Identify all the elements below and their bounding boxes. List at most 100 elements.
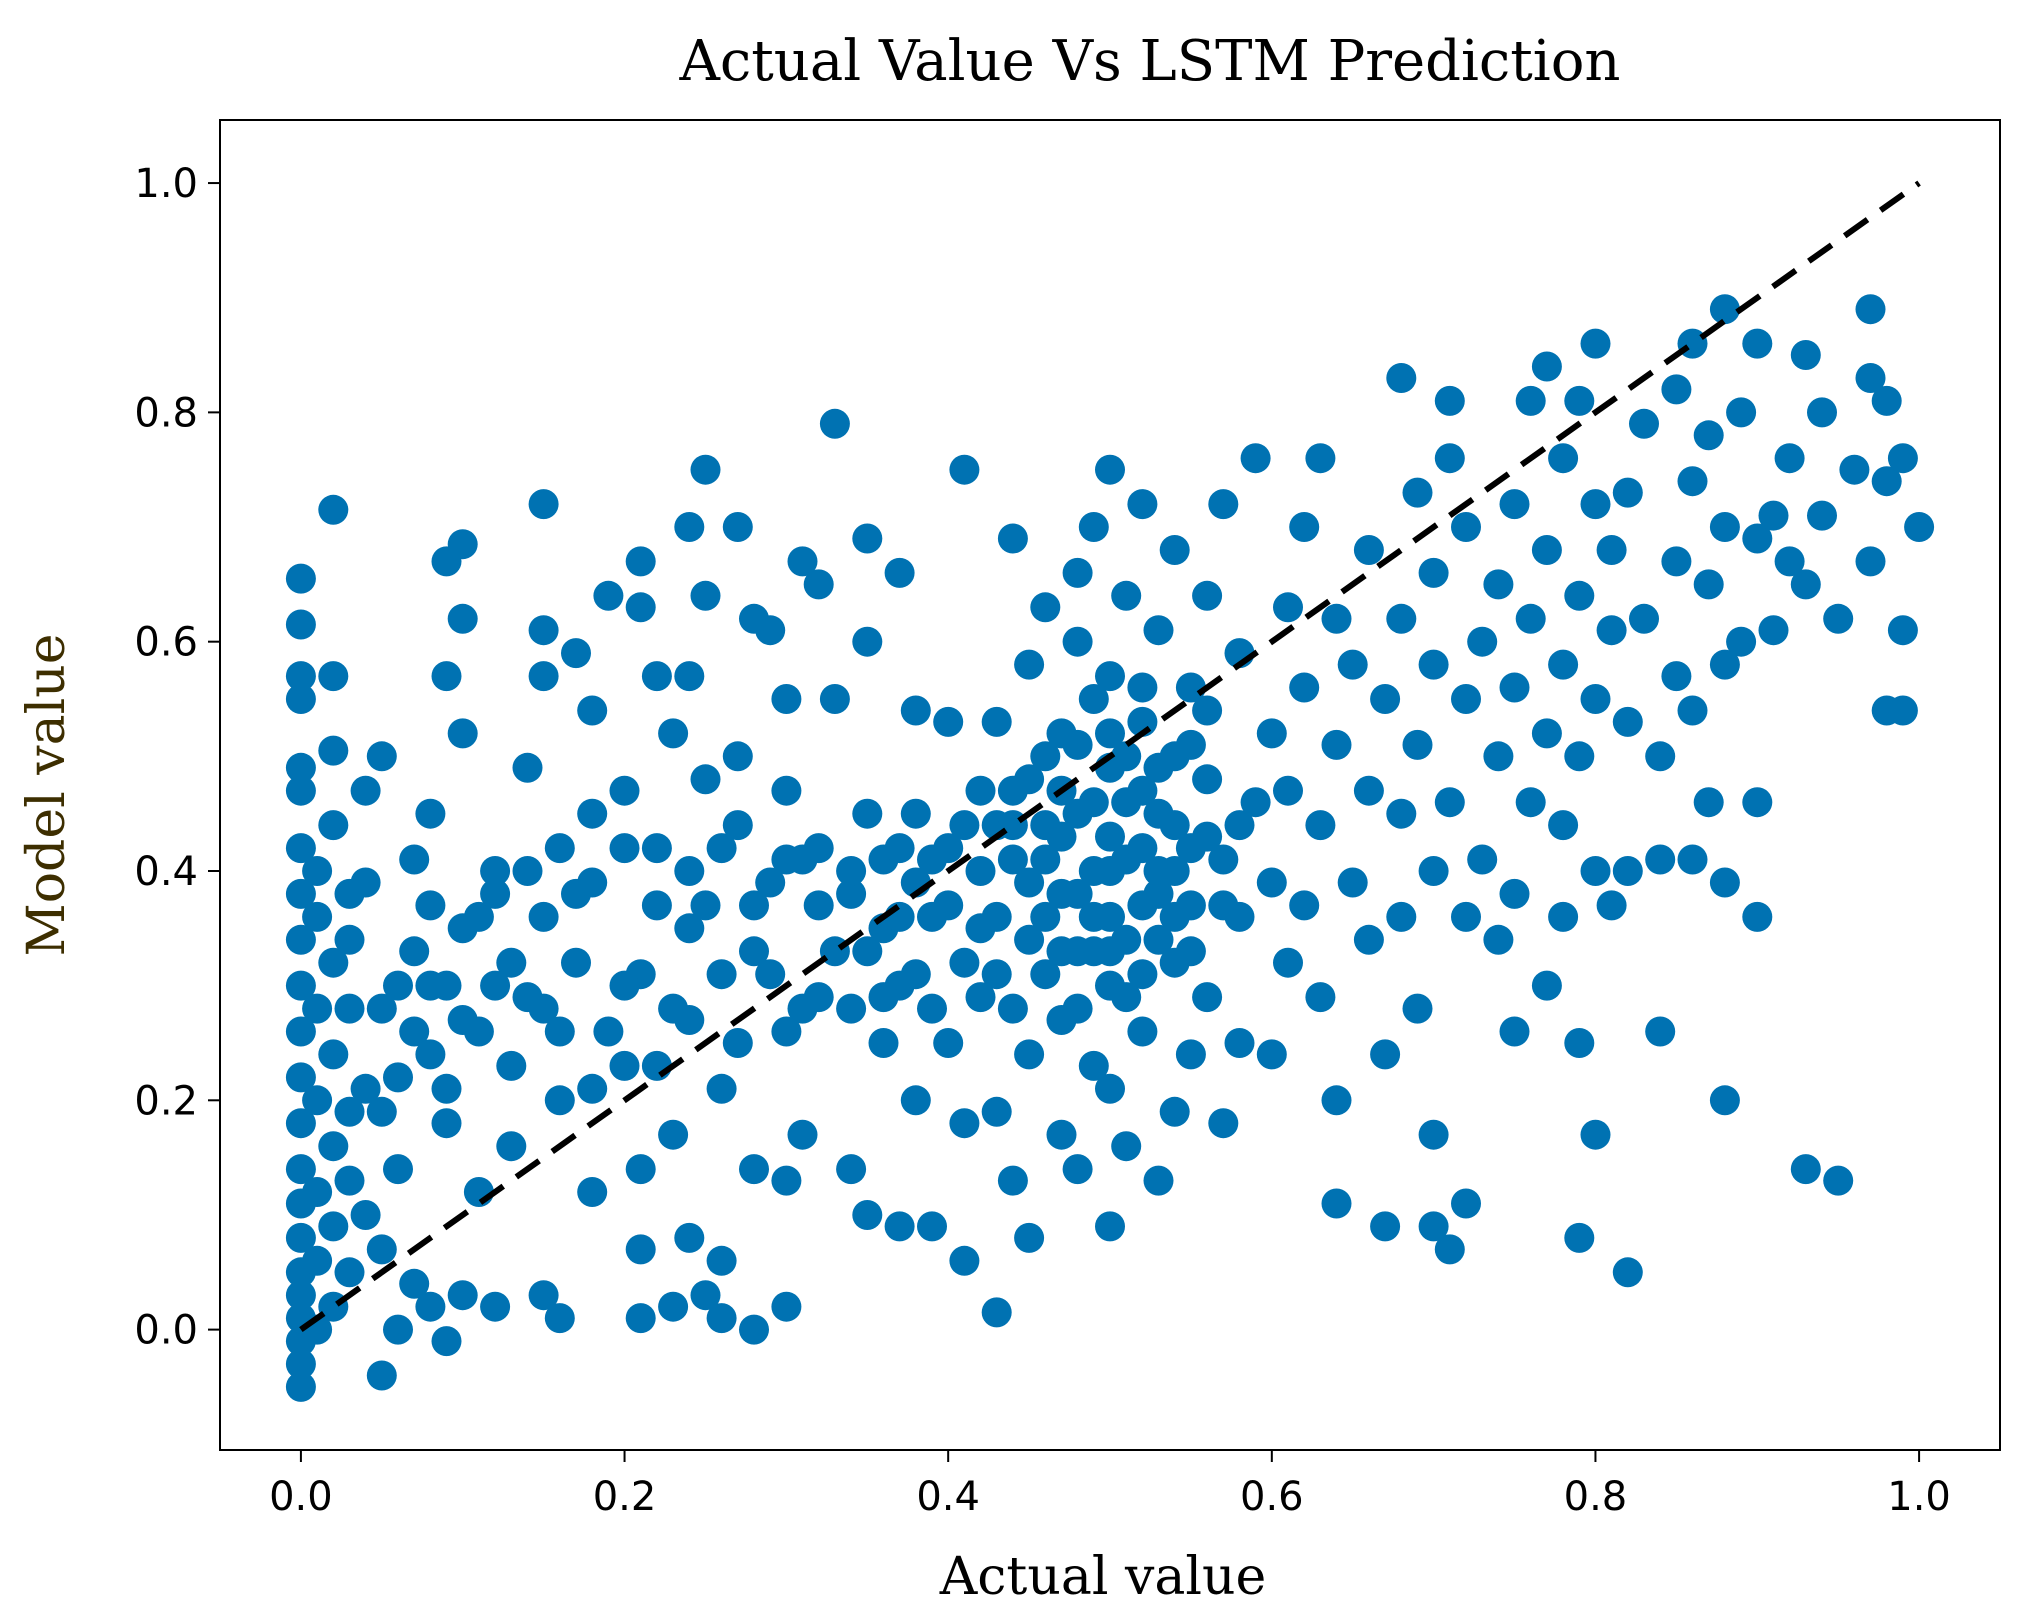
data-point-340 bbox=[1855, 546, 1886, 577]
data-point-245 bbox=[1386, 901, 1417, 932]
data-point-311 bbox=[1677, 695, 1708, 726]
data-point-361 bbox=[593, 1016, 624, 1047]
data-point-19 bbox=[285, 661, 316, 692]
data-point-252 bbox=[1418, 1211, 1449, 1242]
data-point-120 bbox=[771, 1016, 802, 1047]
data-point-128 bbox=[819, 684, 850, 714]
data-point-168 bbox=[1030, 959, 1061, 990]
data-point-381 bbox=[884, 901, 915, 932]
data-point-372 bbox=[415, 1039, 446, 1070]
data-point-291 bbox=[1580, 856, 1611, 886]
data-point-179 bbox=[1062, 557, 1093, 588]
data-point-238 bbox=[1337, 649, 1368, 680]
data-point-175 bbox=[1062, 1154, 1093, 1185]
data-point-437 bbox=[868, 982, 899, 1013]
data-point-93 bbox=[641, 661, 672, 692]
data-point-289 bbox=[1564, 385, 1595, 416]
data-point-290 bbox=[1580, 1119, 1611, 1150]
data-point-268 bbox=[1483, 741, 1514, 772]
data-point-296 bbox=[1596, 615, 1627, 646]
data-point-399 bbox=[1111, 787, 1142, 818]
data-point-133 bbox=[852, 798, 883, 829]
data-point-188 bbox=[1095, 821, 1125, 852]
data-point-250 bbox=[1402, 729, 1433, 760]
data-point-136 bbox=[868, 1028, 899, 1058]
data-point-288 bbox=[1564, 580, 1595, 611]
data-point-45 bbox=[366, 1234, 397, 1265]
data-point-10 bbox=[285, 1062, 316, 1093]
data-point-107 bbox=[706, 1245, 737, 1276]
data-point-51 bbox=[399, 844, 430, 875]
data-point-204 bbox=[1159, 1096, 1190, 1127]
data-point-253 bbox=[1418, 1119, 1449, 1150]
y-axis-label: Model value bbox=[17, 633, 77, 956]
data-point-220 bbox=[1240, 443, 1271, 474]
data-point-47 bbox=[366, 741, 397, 772]
data-point-222 bbox=[1256, 867, 1287, 898]
data-point-214 bbox=[1208, 1108, 1239, 1139]
y-tick-label: 0.8 bbox=[134, 390, 198, 436]
data-point-362 bbox=[577, 1073, 608, 1104]
data-point-180 bbox=[1078, 1050, 1109, 1081]
data-point-228 bbox=[1289, 672, 1320, 703]
data-point-111 bbox=[722, 512, 753, 542]
data-point-74 bbox=[528, 615, 559, 646]
data-point-116 bbox=[755, 867, 786, 898]
data-point-254 bbox=[1418, 856, 1449, 886]
data-point-81 bbox=[577, 798, 608, 829]
data-point-9 bbox=[285, 1108, 316, 1139]
y-tick-label: 1.0 bbox=[134, 161, 198, 207]
data-point-122 bbox=[771, 684, 802, 714]
data-point-423 bbox=[1078, 901, 1109, 932]
data-point-160 bbox=[997, 993, 1028, 1024]
data-point-305 bbox=[1645, 844, 1676, 875]
data-point-140 bbox=[884, 557, 915, 588]
data-point-36 bbox=[318, 661, 349, 692]
data-point-20 bbox=[285, 609, 316, 640]
data-point-320 bbox=[1709, 512, 1740, 542]
data-point-413 bbox=[1062, 729, 1093, 760]
data-point-341 bbox=[1855, 294, 1886, 325]
data-point-101 bbox=[690, 1280, 721, 1311]
data-point-369 bbox=[463, 901, 494, 932]
data-point-37 bbox=[318, 494, 349, 525]
data-point-316 bbox=[1693, 420, 1724, 451]
data-point-61 bbox=[447, 718, 478, 749]
data-point-379 bbox=[350, 867, 381, 898]
data-point-276 bbox=[1515, 385, 1546, 416]
data-point-62 bbox=[447, 603, 478, 634]
x-tick-label: 0.0 bbox=[269, 1474, 333, 1520]
data-point-314 bbox=[1693, 787, 1724, 818]
data-point-163 bbox=[1014, 1222, 1045, 1253]
data-point-90 bbox=[625, 592, 656, 623]
data-point-350 bbox=[836, 993, 867, 1024]
data-point-242 bbox=[1370, 1211, 1401, 1242]
data-point-25 bbox=[302, 1085, 333, 1116]
data-point-259 bbox=[1434, 443, 1465, 474]
data-point-225 bbox=[1273, 775, 1303, 806]
data-point-409 bbox=[1240, 787, 1271, 818]
data-point-419 bbox=[1192, 695, 1223, 726]
data-point-56 bbox=[431, 1108, 462, 1139]
data-point-408 bbox=[1224, 901, 1255, 932]
data-point-8 bbox=[285, 1154, 316, 1185]
data-point-144 bbox=[917, 1211, 947, 1242]
data-point-52 bbox=[415, 1291, 446, 1322]
data-point-430 bbox=[674, 856, 705, 886]
data-point-307 bbox=[1661, 661, 1692, 692]
data-point-433 bbox=[771, 844, 802, 875]
data-point-308 bbox=[1661, 546, 1692, 577]
data-point-297 bbox=[1596, 535, 1627, 565]
data-point-221 bbox=[1256, 1039, 1287, 1070]
data-point-143 bbox=[900, 695, 931, 726]
data-point-178 bbox=[1062, 626, 1093, 657]
data-point-110 bbox=[722, 741, 753, 772]
data-point-376 bbox=[350, 1073, 381, 1104]
data-point-414 bbox=[1095, 718, 1125, 749]
data-point-374 bbox=[383, 1154, 413, 1185]
data-point-393 bbox=[1030, 901, 1061, 932]
data-point-69 bbox=[496, 947, 527, 978]
data-point-1 bbox=[285, 1349, 316, 1379]
data-point-96 bbox=[658, 718, 689, 749]
